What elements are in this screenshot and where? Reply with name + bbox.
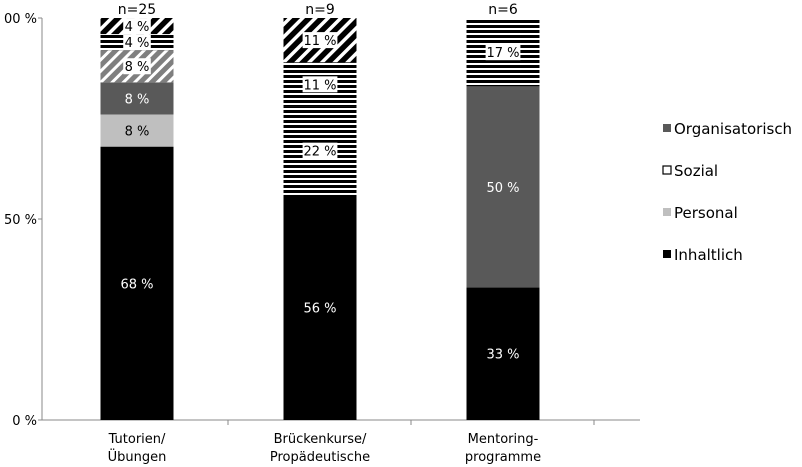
x-tick-label: Übungen	[108, 448, 167, 465]
legend-label: Inhaltlich	[674, 246, 743, 264]
data-label: 4 %	[125, 20, 150, 35]
data-label-bg	[302, 76, 338, 93]
n-label: n=9	[305, 2, 335, 18]
x-tick-label: Tutorien/	[108, 432, 166, 447]
data-label: 11 %	[303, 78, 336, 93]
data-label: 8 %	[125, 125, 150, 140]
data-label-bg	[302, 142, 338, 159]
x-tick-label: Propädeutische	[270, 450, 370, 465]
data-label: 68 %	[120, 277, 153, 292]
bar-segment	[466, 287, 540, 420]
data-label: 50 %	[486, 181, 519, 196]
data-label: 8 %	[125, 60, 150, 75]
bars: 68 % 8 % 8 % 8 % 4 %4 % n=25 Tutorien/Übungen 5…	[100, 2, 541, 465]
y-tick-label: 50 %	[4, 213, 37, 228]
bar-segment	[100, 114, 174, 147]
bar-segment	[283, 194, 357, 420]
data-label: 33 %	[486, 348, 519, 363]
data-label: 56 %	[303, 301, 336, 316]
data-label-bg	[123, 34, 151, 51]
data-label-bg	[123, 18, 151, 35]
data-label-bg	[123, 58, 151, 75]
x-tick-label: programme	[465, 450, 541, 465]
y-tick-label: 00 %	[4, 12, 37, 27]
legend-label: Organisatorisch	[674, 120, 792, 138]
data-label-bg	[485, 44, 521, 61]
data-label: 22 %	[303, 145, 336, 160]
n-label: n=25	[118, 2, 156, 18]
legend-label: Personal	[674, 204, 738, 222]
legend-swatch	[663, 208, 671, 216]
bar-segment	[100, 82, 174, 115]
data-label: 11 %	[303, 34, 336, 49]
legend: Organisatorisch Sozial Personal Inhaltlich	[662, 120, 792, 264]
x-tick-label: Mentoring-	[468, 432, 539, 447]
data-label-bg	[302, 32, 338, 49]
legend-swatch	[662, 165, 672, 175]
data-label: 8 %	[125, 92, 150, 107]
bar-segment	[100, 146, 174, 420]
legend-swatch	[663, 124, 671, 132]
x-tick-label: Brückenkurse/	[274, 432, 367, 447]
data-label: 17 %	[486, 46, 519, 61]
legend-swatch	[663, 250, 671, 258]
data-label: 4 %	[125, 36, 150, 51]
bar-segment	[466, 86, 540, 288]
y-tick-label: 0 %	[12, 414, 37, 429]
n-label: n=6	[488, 2, 518, 18]
legend-label: Sozial	[674, 162, 718, 180]
